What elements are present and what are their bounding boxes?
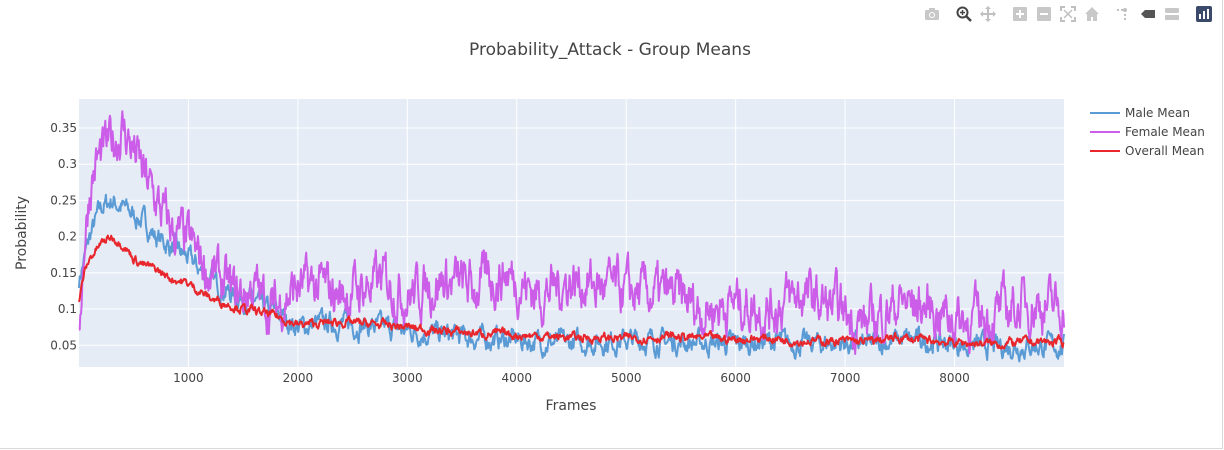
hover-compare-icon[interactable] [1160, 4, 1184, 24]
legend-label: Male Mean [1125, 106, 1190, 120]
x-tick-label: 5000 [611, 371, 642, 385]
legend: Male Mean Female Mean Overall Mean [1090, 106, 1205, 158]
plotly-logo-icon[interactable] [1192, 4, 1216, 24]
x-tick-label: 6000 [720, 371, 751, 385]
y-tick-label: 0.05 [50, 338, 77, 352]
y-tick-label: 0.2 [58, 230, 77, 244]
zoom-icon[interactable] [952, 4, 976, 24]
home-icon[interactable] [1080, 4, 1104, 24]
x-tick-label: 4000 [502, 371, 533, 385]
y-tick-label: 0.1 [58, 302, 77, 316]
spikelines-icon[interactable] [1112, 4, 1136, 24]
x-tick-label: 1000 [173, 371, 204, 385]
legend-item[interactable]: Male Mean [1090, 106, 1190, 120]
legend-label: Female Mean [1125, 125, 1205, 139]
y-tick-label: 0.25 [50, 193, 77, 207]
modebar [920, 4, 1216, 24]
y-tick-labels: 0.05 0.1 0.15 0.2 0.25 0.3 0.35 [50, 121, 77, 352]
zoom-in-icon[interactable] [1008, 4, 1032, 24]
x-tick-label: 3000 [392, 371, 423, 385]
series-line-female-mean[interactable] [78, 110, 1065, 355]
y-axis-title: Probability [14, 196, 30, 270]
autoscale-icon[interactable] [1056, 4, 1080, 24]
x-tick-label: 8000 [939, 371, 970, 385]
camera-icon[interactable] [920, 4, 944, 24]
legend-label: Overall Mean [1125, 144, 1204, 158]
y-tick-label: 0.35 [50, 121, 77, 135]
series-line-overall-mean[interactable] [78, 234, 1065, 350]
x-tick-label: 7000 [830, 371, 861, 385]
y-tick-label: 0.15 [50, 266, 77, 280]
pan-icon[interactable] [976, 4, 1000, 24]
legend-item[interactable]: Female Mean [1090, 125, 1205, 139]
x-tick-labels: 1000 2000 3000 4000 5000 6000 7000 8000 [173, 371, 970, 385]
x-tick-label: 2000 [283, 371, 314, 385]
y-tick-label: 0.3 [58, 157, 77, 171]
plot-area[interactable] [79, 99, 1064, 367]
legend-item[interactable]: Overall Mean [1090, 144, 1204, 158]
zoom-out-icon[interactable] [1032, 4, 1056, 24]
hover-closest-icon[interactable] [1136, 4, 1160, 24]
chart-title: Probability_Attack - Group Means [469, 40, 751, 60]
x-axis-title: Frames [546, 398, 597, 414]
series-lines [78, 110, 1065, 363]
